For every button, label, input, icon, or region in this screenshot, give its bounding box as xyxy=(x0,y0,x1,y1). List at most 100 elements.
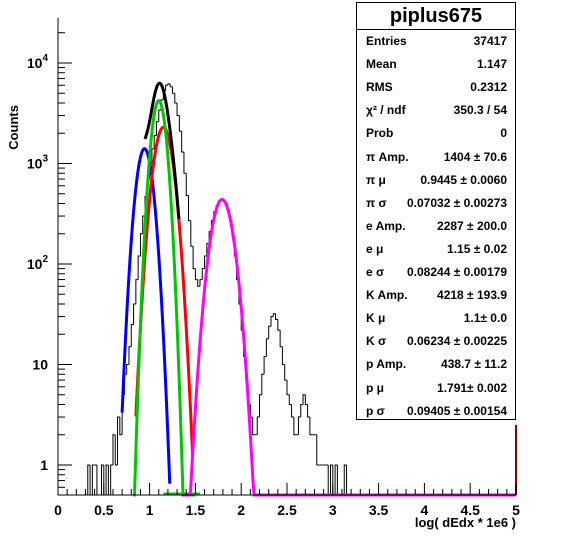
y-tick-label: 1 xyxy=(40,457,48,473)
histogram-bin xyxy=(268,325,271,339)
pion-fit-curve xyxy=(120,147,172,484)
histogram-bin xyxy=(204,255,207,269)
histogram-bin xyxy=(300,403,304,418)
histogram-bin xyxy=(302,394,306,405)
stats-row-value: 2287 ± 200.0 xyxy=(437,218,507,233)
stats-row-value: 4218 ± 193.9 xyxy=(437,288,507,303)
x-tick-label: 1.5 xyxy=(186,502,206,518)
histogram-bin xyxy=(293,417,297,436)
stats-row-name: e Amp. xyxy=(366,218,406,233)
histogram-bin xyxy=(139,233,143,257)
histogram-bin xyxy=(174,93,178,104)
x-tick-label: 3 xyxy=(329,502,337,518)
histogram-bin xyxy=(126,364,129,375)
stats-row: Mean 1.147 xyxy=(357,53,515,75)
histogram-bin xyxy=(167,83,171,86)
histogram-bin xyxy=(87,464,91,495)
stats-row-name: e μ xyxy=(366,241,384,256)
stats-row: p Amp. 438.7 ± 11.2 xyxy=(357,353,515,375)
stats-row: K Amp. 4218 ± 193.9 xyxy=(357,284,515,306)
stats-row-value: 0.09405 ± 0.00154 xyxy=(406,403,507,418)
histogram-bin xyxy=(261,373,265,395)
stats-row-value: 0 xyxy=(500,126,507,141)
stats-row-name: Mean xyxy=(366,57,397,72)
histogram-bin xyxy=(316,434,320,466)
histogram-bin xyxy=(155,121,159,136)
x-tick-label: 5 xyxy=(512,502,520,518)
x-axis-title: log( dEdx * 1e6 ) xyxy=(415,515,516,530)
stats-row-name: p σ xyxy=(366,403,385,418)
total-fit-curve xyxy=(143,81,181,219)
stats-row-value: 1.15 ± 0.02 xyxy=(447,241,507,256)
stats-row-value: 37417 xyxy=(473,34,507,48)
x-tick-label: 2.5 xyxy=(277,502,297,518)
stats-row: p μ 1.791± 0.002 xyxy=(357,377,515,399)
histogram-bin xyxy=(199,279,203,287)
stats-row-value: 0.2312 xyxy=(470,80,507,95)
x-tick-label: 0 xyxy=(54,502,62,518)
histogram-bin xyxy=(263,356,267,375)
histogram-bin xyxy=(270,316,274,327)
stats-row: p σ 0.09405 ± 0.00154 xyxy=(357,400,515,422)
y-axis-title: Counts xyxy=(6,105,21,150)
stats-row-value: 350.3 / 54 xyxy=(453,103,507,118)
stats-row-name: K Amp. xyxy=(366,288,408,303)
histogram-bin xyxy=(181,131,184,153)
histogram-bin xyxy=(275,313,278,321)
histogram-bin xyxy=(330,464,333,495)
stats-row-name: π μ xyxy=(366,172,386,187)
stats-row-name: π Amp. xyxy=(366,149,409,164)
histogram-bin xyxy=(286,380,290,396)
stats-row-name: e σ xyxy=(366,265,385,279)
stats-box: piplus675 Entries 37417 Mean 1.147 RMS 0.2312… xyxy=(356,2,516,420)
histogram-bin xyxy=(279,330,283,348)
y-tick-label: 104 xyxy=(27,53,49,71)
stats-row-name: π σ xyxy=(366,195,387,210)
histogram-bin xyxy=(153,134,157,149)
histogram-bin xyxy=(297,416,301,435)
x-tick-label: 0.5 xyxy=(94,502,114,518)
stats-row: Entries 37417 xyxy=(357,30,515,52)
stats-row: π σ 0.07032 ± 0.00273 xyxy=(357,192,515,214)
stats-row-name: K σ xyxy=(366,334,387,349)
histogram-bin xyxy=(114,434,118,466)
stats-row: e Amp. 2287 ± 200.0 xyxy=(357,215,515,237)
stats-row: π μ 0.9445 ± 0.0060 xyxy=(357,169,515,191)
stats-row: Prob 0 xyxy=(357,122,515,144)
histogram-bin xyxy=(176,102,180,117)
histogram-bin xyxy=(101,464,104,495)
histogram-bin xyxy=(288,394,292,405)
stats-row-value: 1.791± 0.002 xyxy=(437,380,507,395)
histogram-bin xyxy=(151,148,155,164)
histogram-bin xyxy=(112,434,116,465)
histogram-bin xyxy=(117,416,120,465)
histogram-bin xyxy=(128,346,132,365)
histogram-bin xyxy=(190,220,194,247)
stats-row: K σ 0.06234 ± 0.00225 xyxy=(357,330,515,352)
histogram-bin xyxy=(307,404,310,418)
stats-title: piplus675 xyxy=(357,3,515,30)
stats-row-name: Entries xyxy=(366,34,407,48)
stats-row-value: 0.9445 ± 0.0060 xyxy=(420,172,507,187)
histogram-bin xyxy=(259,394,262,418)
stats-row: e μ 1.15 ± 0.02 xyxy=(357,238,515,260)
histogram-bin xyxy=(169,83,173,88)
histogram-bin xyxy=(291,404,294,418)
stats-row: RMS 0.2312 xyxy=(357,76,515,98)
stats-row-name: K μ xyxy=(366,311,386,326)
histogram-bin xyxy=(188,195,191,222)
histogram-bin xyxy=(105,464,109,495)
histogram-bin xyxy=(309,417,313,436)
stats-row-value: 1.1± 0.0 xyxy=(463,311,507,326)
histogram-bin xyxy=(265,338,269,357)
histogram-bin xyxy=(343,464,347,495)
histogram-bin xyxy=(256,416,260,435)
histogram-bin xyxy=(334,464,338,495)
y-tick-label: 10 xyxy=(32,357,48,373)
stats-row-name: p Amp. xyxy=(366,357,407,372)
histogram-bin xyxy=(165,84,168,91)
histogram-bin xyxy=(158,109,162,122)
histogram-bin xyxy=(284,364,287,381)
histogram-bin xyxy=(192,246,196,270)
histogram-bin xyxy=(185,173,189,197)
